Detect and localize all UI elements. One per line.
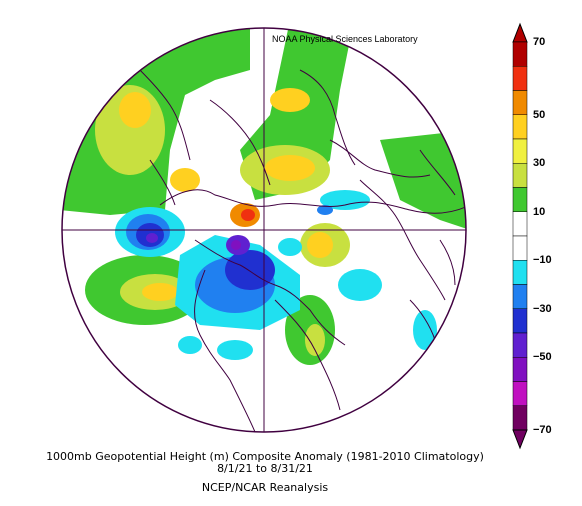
colorbar-swatch	[512, 66, 528, 91]
anomaly-pos-band-east	[380, 130, 466, 230]
colorbar-swatch	[512, 308, 528, 334]
colorbar-bottom-arrow	[512, 429, 528, 450]
anomaly-neg-far-east	[413, 310, 437, 350]
colorbar-tick-label: −30	[533, 302, 552, 315]
colorbar-tick-label: −50	[533, 351, 552, 364]
caption-dates: 8/1/21 to 8/31/21	[217, 462, 313, 475]
colorbar-swatch	[512, 187, 528, 212]
coastlines	[129, 59, 466, 432]
anomaly-pos-center-core	[265, 155, 315, 181]
anomaly-pos-west-small	[170, 168, 200, 192]
anomaly-pos-atlantic-core	[305, 324, 325, 356]
colorbar-swatch	[512, 332, 528, 358]
anomaly-pos-pacific-strong	[142, 283, 178, 301]
anomaly-pos-northwest-core	[119, 92, 151, 128]
colorbar-swatch	[512, 260, 528, 285]
colorbar-swatch	[512, 90, 528, 115]
colorbar-swatch	[512, 405, 528, 431]
anomaly-neg-north-east-small	[317, 205, 333, 215]
anomaly-neg-pacific-core	[146, 233, 158, 243]
colorbar-tick-label: −70	[533, 424, 552, 436]
colorbar-top-arrow	[512, 22, 528, 43]
anomaly-neg-north-east	[320, 190, 370, 210]
colorbar-swatch	[512, 211, 528, 237]
colorbar-swatch	[512, 284, 528, 309]
colorbar-tick-label: 10	[533, 205, 546, 218]
colorbar-tick-label: 50	[533, 108, 546, 121]
anomaly-neg-north-america-strong	[225, 250, 275, 290]
anomaly-neg-south	[178, 336, 202, 354]
colorbar-swatch	[512, 235, 528, 261]
anomaly-neg-north-america-max	[231, 240, 241, 250]
map-boundary	[61, 27, 467, 433]
colorbar-swatch	[512, 114, 528, 140]
caption-title: 1000mb Geopotential Height (m) Composite…	[46, 450, 484, 463]
colorbar-swatch	[512, 163, 528, 188]
colorbar-swatch	[512, 357, 528, 382]
colorbar-swatch	[512, 41, 528, 67]
colorbar-tick-label: −10	[533, 254, 552, 267]
colorbar-swatch	[512, 138, 528, 164]
caption-source: NCEP/NCAR Reanalysis	[201, 481, 329, 494]
anomaly-neg-southwest	[217, 340, 253, 360]
credit-label: NOAA Physical Sciences Laboratory	[272, 34, 418, 44]
colorbar-tick-label: 30	[533, 157, 546, 170]
colorbar	[512, 22, 528, 450]
anomaly-neg-central	[278, 238, 302, 256]
anomaly-pos-east-left-core	[307, 232, 333, 258]
anomaly-neg-east	[338, 269, 382, 301]
colorbar-tick-label: 70	[533, 36, 546, 48]
colorbar-swatch	[512, 381, 528, 406]
anomaly-pos-north-small	[270, 88, 310, 112]
anomaly-pos-max-core	[241, 209, 255, 221]
anomaly-field	[62, 28, 466, 365]
